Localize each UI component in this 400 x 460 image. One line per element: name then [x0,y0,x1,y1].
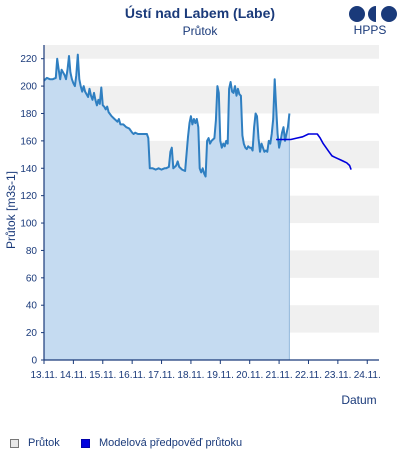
x-tick-label: 24.11. [354,370,381,381]
logo-text: HPPS [353,23,387,37]
y-tick-label: 180 [20,109,37,120]
grid-band [44,45,379,59]
legend: Průtok Modelová předpověď průtoku [10,437,400,453]
flow-chart: 0 20 40 60 80 100 120 140 160 180 200 220 13.11. 14.… [4,45,381,407]
legend-swatch-observed-icon [10,438,19,448]
y-tick-labels: 0 20 40 60 80 100 120 140 160 180 200 220 [20,54,37,366]
observed-series [43,53,291,360]
y-tick-label: 20 [26,328,38,339]
model-line [276,133,352,170]
legend-swatch-model-icon [81,438,90,448]
y-tick-label: 140 [20,164,37,175]
x-tick-label: 22.11. [295,370,322,381]
legend-item-observed: Průtok [10,437,60,449]
chart-subtitle: Průtok [182,24,218,38]
model-series [276,133,352,170]
x-tick-labels: 13.11. 14.11. 15.11. 16.11. 17.11. 18.11. 19.1… [30,370,380,381]
y-tick-label: 40 [26,301,38,312]
axes [41,45,379,364]
y-tick-label: 100 [20,219,37,230]
y-axis-label: Průtok [m3s-1] [4,171,18,249]
y-tick-label: 120 [20,191,37,202]
x-tick-label: 19.11. [207,370,234,381]
x-tick-label: 17.11. [148,370,175,381]
x-tick-label: 21.11. [266,370,293,381]
hpps-logo-icon [349,6,397,22]
x-tick-label: 23.11. [324,370,351,381]
x-tick-label: 15.11. [89,370,116,381]
x-tick-label: 20.11. [236,370,263,381]
y-tick-label: 60 [26,273,38,284]
observed-line [43,53,291,178]
x-tick-label: 14.11. [60,370,87,381]
x-tick-label: 13.11. [30,370,57,381]
y-tick-label: 220 [20,54,37,65]
y-tick-label: 160 [20,136,37,147]
chart-title: Ústí nad Labem (Labe) [124,5,276,21]
legend-label-model: Modelová předpověď průtoku [99,437,243,449]
x-axis-label: Datum [341,393,376,407]
legend-item-model: Modelová předpověď průtoku [81,437,242,449]
y-tick-label: 0 [31,356,37,367]
y-tick-label: 80 [26,246,38,257]
x-tick-label: 16.11. [119,370,146,381]
y-tick-label: 200 [20,82,37,93]
x-tick-label: 18.11. [177,370,204,381]
legend-label-observed: Průtok [28,437,60,449]
